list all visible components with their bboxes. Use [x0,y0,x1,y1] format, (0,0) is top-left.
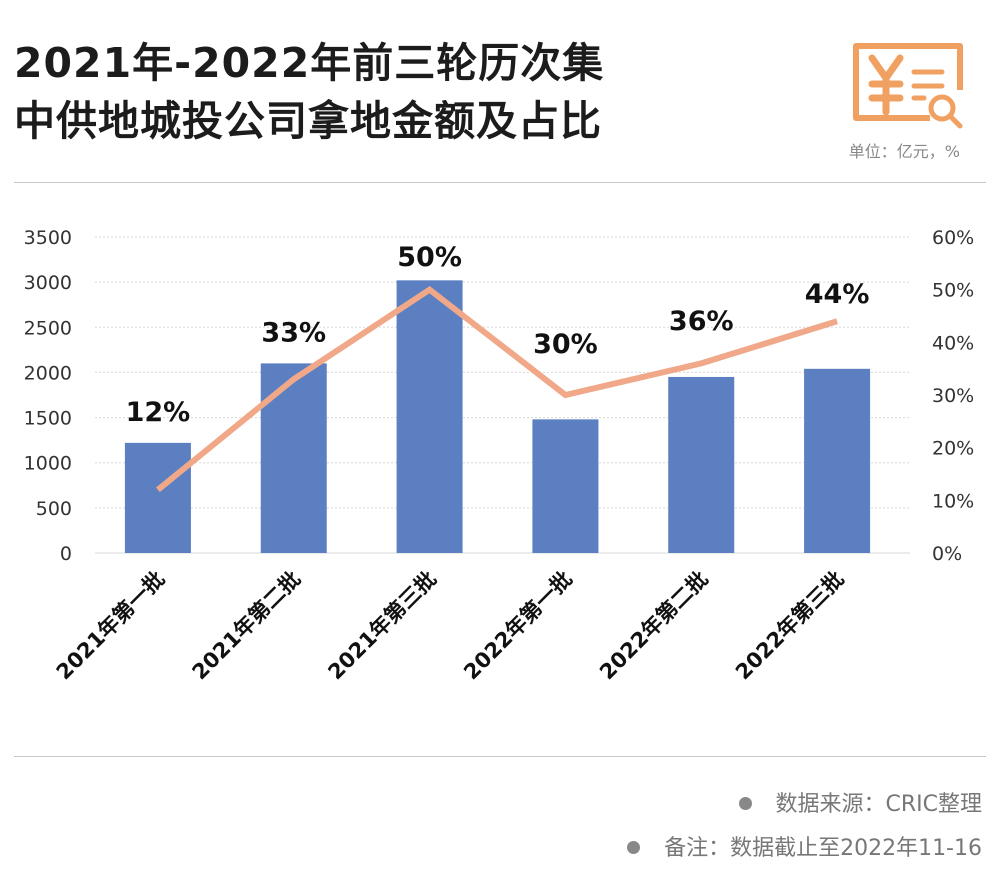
bar [532,419,599,553]
y2-tick-label: 0% [932,543,962,565]
data-label: 50% [397,242,462,273]
y2-tick-label: 40% [932,332,974,354]
y-tick-label: 3000 [24,272,72,294]
y-tick-label: 1000 [24,453,72,475]
y-tick-label: 2500 [24,317,72,339]
x-tick-label: 2021年第一批 [52,567,170,685]
bullet-icon [738,796,752,810]
data-label: 12% [126,397,191,428]
y-tick-label: 500 [36,498,72,520]
bar [260,363,327,553]
bar [804,368,871,553]
bottom-divider [14,756,986,757]
data-label: 33% [261,317,326,348]
x-tick-label: 2022年第一批 [459,567,577,685]
x-tick-label: 2021年第二批 [188,567,306,685]
y2-tick-label: 50% [932,280,974,302]
y-tick-label: 2000 [24,362,72,384]
y2-tick-label: 30% [932,385,974,407]
y2-tick-label: 10% [932,490,974,512]
x-tick-label: 2021年第三批 [323,567,441,685]
title-line-1: 2021年-2022年前三轮历次集 [14,39,605,87]
y-tick-label: 1500 [24,408,72,430]
x-tick-label: 2022年第二批 [595,567,713,685]
y-tick-label: 3500 [24,227,72,249]
x-tick-label: 2022年第三批 [731,567,849,685]
top-divider [14,182,986,183]
share-line [156,285,838,493]
remark-text: 备注：数据截止至2022年11-16 [664,836,982,861]
bullet-icon [627,840,641,854]
source-text: 数据来源：CRIC整理 [775,792,983,817]
combo-chart: 0 500 1000 1500 2000 2500 3000 3500 0% 10% 20% 30% 4… [24,227,975,685]
y-tick-label: 0 [60,543,72,565]
y2-tick-label: 60% [932,227,974,249]
bar [668,376,735,553]
yuan-document-search-icon [850,40,970,134]
unit-label: 单位：亿元，% [848,142,960,161]
title-line-2: 中供地城投公司拿地金额及占比 [14,97,602,145]
data-label: 30% [533,329,598,360]
source-note: 数据来源：CRIC整理 [738,786,983,818]
y2-tick-label: 20% [932,438,974,460]
data-label: 36% [669,306,734,337]
chart-title: 2021年-2022年前三轮历次集 中供地城投公司拿地金额及占比 [14,34,604,150]
data-label: 44% [805,279,870,310]
bar [396,280,463,553]
bar [124,442,191,553]
remark-note: 备注：数据截止至2022年11-16 [627,830,982,862]
